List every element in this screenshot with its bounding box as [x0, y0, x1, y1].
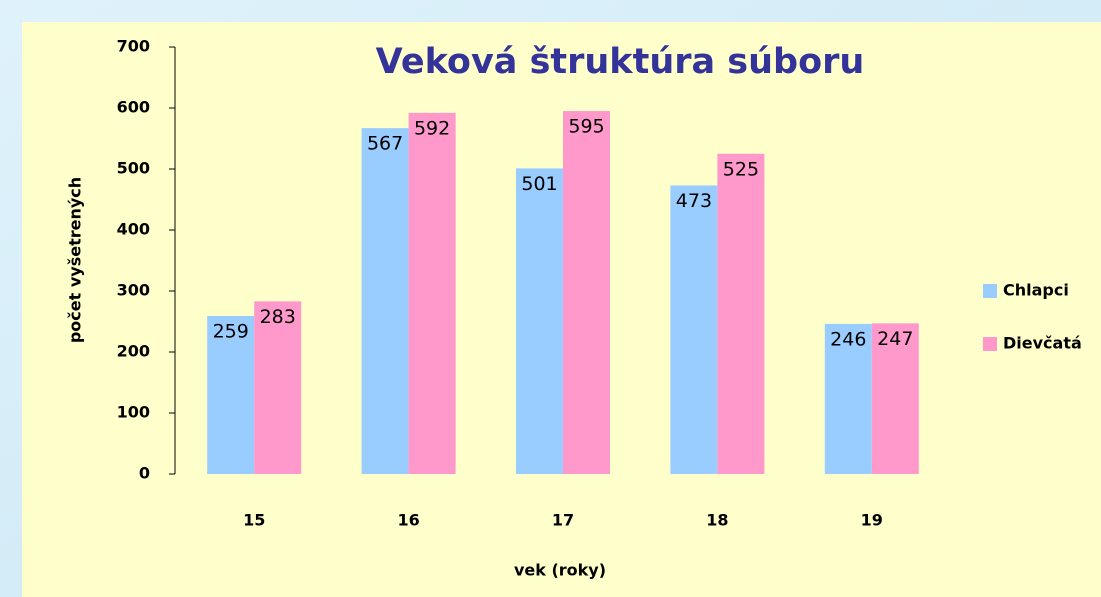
y-axis-label: počet vyšetrených — [66, 177, 85, 343]
bar — [408, 112, 456, 474]
bar — [563, 111, 610, 475]
y-tick-label: 500 — [117, 159, 150, 178]
x-axis-label: vek (roky) — [514, 561, 606, 580]
legend-swatch — [983, 284, 997, 298]
y-tick-label: 100 — [117, 403, 150, 422]
bar — [824, 323, 872, 474]
data-label: 246 — [830, 328, 866, 350]
bar — [516, 168, 563, 474]
chart-title: Veková štruktúra súboru — [376, 42, 865, 82]
legend-label: Dievčatá — [1003, 334, 1082, 353]
x-tick-label: 17 — [552, 511, 574, 530]
data-label: 473 — [676, 190, 712, 212]
bar — [717, 153, 765, 474]
data-label: 501 — [521, 173, 557, 195]
bar — [361, 128, 409, 474]
y-tick-label: 300 — [117, 281, 150, 300]
y-tick-label: 600 — [117, 98, 150, 117]
y-tick-label: 200 — [117, 342, 150, 361]
bar — [207, 316, 255, 474]
data-label: 247 — [877, 328, 913, 350]
data-label: 567 — [367, 133, 403, 155]
legend-swatch — [983, 337, 997, 351]
legend-label: Chlapci — [1003, 281, 1069, 300]
x-tick-label: 19 — [861, 511, 883, 530]
x-tick-label: 15 — [243, 511, 265, 530]
x-tick-label: 16 — [397, 511, 419, 530]
data-label: 525 — [723, 158, 759, 180]
data-label: 259 — [213, 321, 249, 343]
bar — [871, 323, 919, 474]
data-label: 595 — [568, 116, 604, 138]
data-label: 283 — [260, 306, 296, 328]
bar — [670, 185, 718, 474]
x-tick-label: 18 — [706, 511, 728, 530]
bar — [254, 301, 302, 474]
y-tick-label: 400 — [117, 220, 150, 239]
data-label: 592 — [414, 117, 450, 139]
y-tick-label: 0 — [139, 464, 150, 483]
y-tick-label: 700 — [117, 37, 150, 56]
